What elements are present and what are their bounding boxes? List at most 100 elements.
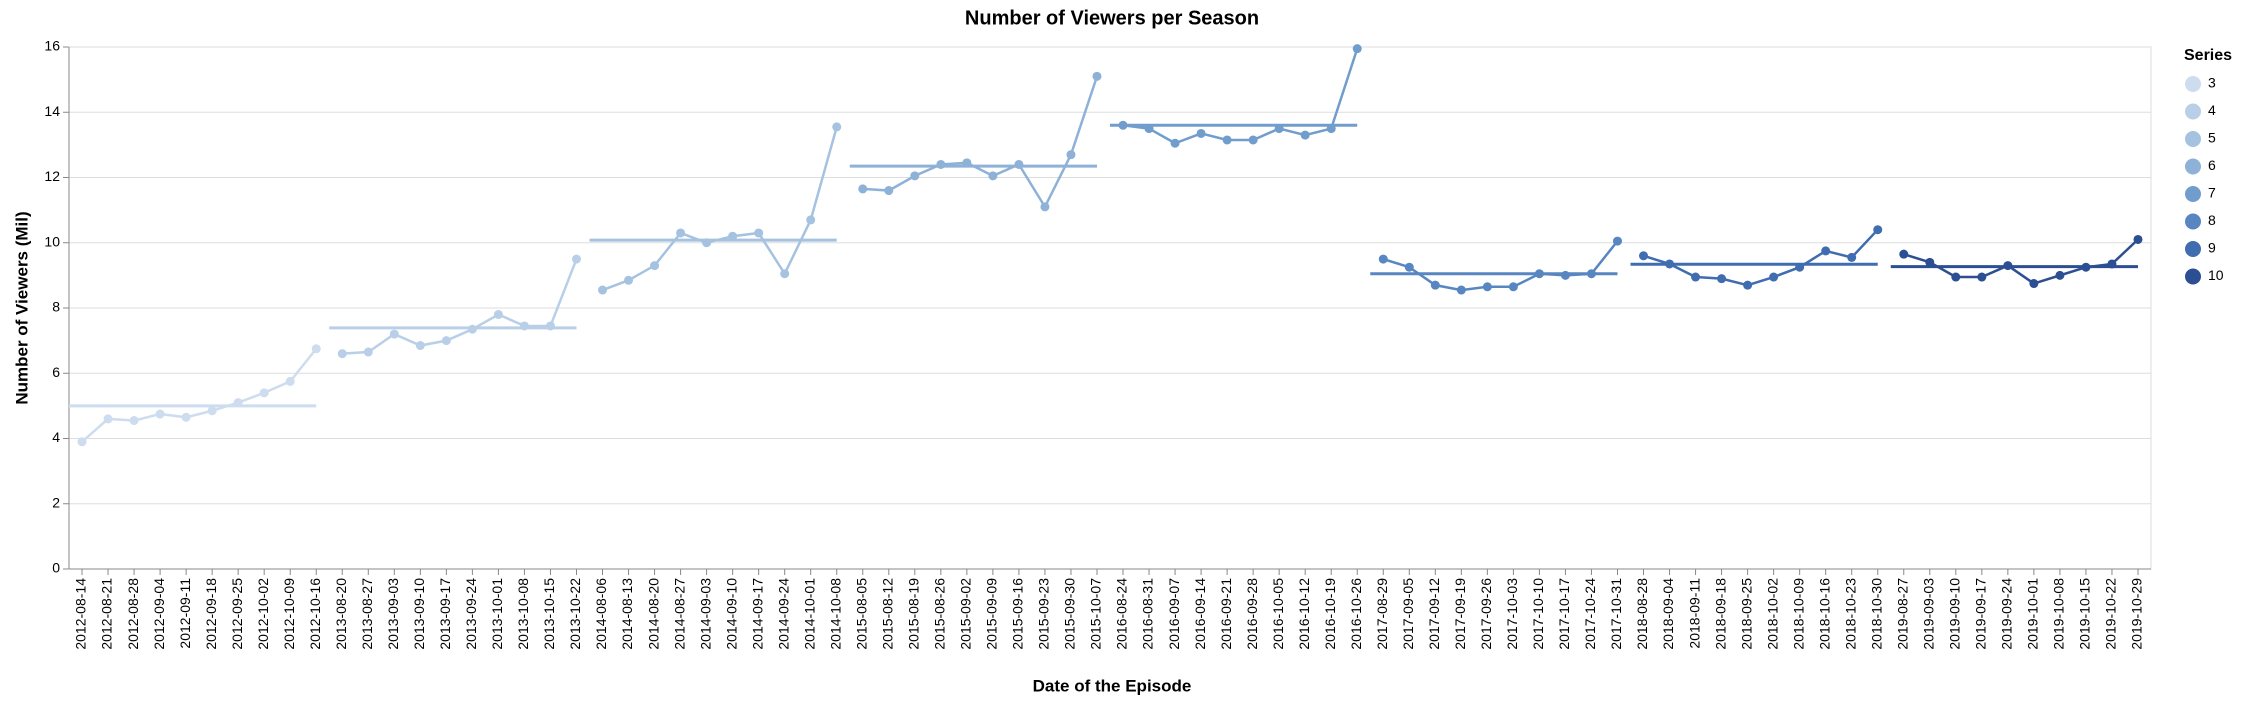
x-tick-label: 2017-10-31 [1608,578,1624,650]
data-point [676,228,686,238]
x-tick-label: 2017-10-03 [1504,578,1520,650]
x-tick-label: 2015-09-09 [984,578,1000,650]
data-point [103,414,113,424]
y-tick-label: 6 [52,364,60,380]
data-point [2107,259,2117,269]
x-tick-label: 2018-09-11 [1686,578,1702,649]
data-point [1821,246,1831,256]
x-tick-label: 2015-08-19 [906,578,922,650]
data-point [259,388,269,398]
x-tick-label: 2017-09-05 [1400,578,1416,650]
data-point [441,336,451,346]
x-tick-label: 2012-08-14 [73,578,89,650]
data-point [1196,128,1206,138]
x-tick-label: 2016-10-19 [1322,578,1338,650]
x-tick-label: 2015-09-30 [1062,578,1078,650]
data-point [650,261,660,271]
legend-swatch [2185,131,2201,147]
data-point [1300,130,1310,140]
x-tick-label: 2012-09-11 [177,578,193,649]
y-tick-label: 12 [44,168,60,184]
data-point [1925,257,1935,267]
x-tick-label: 2018-09-25 [1738,578,1754,650]
data-point [1639,251,1649,261]
data-point [1170,138,1180,148]
legend-label: 5 [2208,130,2216,146]
data-point [1144,124,1154,134]
y-tick-label: 8 [52,299,60,315]
x-tick-label: 2019-08-27 [1894,578,1910,650]
x-tick-label: 2012-08-21 [99,578,115,650]
x-tick-label: 2014-09-17 [749,578,765,650]
x-tick-label: 2017-09-12 [1426,578,1442,650]
x-tick-label: 2015-09-23 [1036,578,1052,650]
legend-label: 6 [2208,157,2216,173]
legend-swatch [2185,213,2201,230]
data-point [207,406,217,416]
y-tick-label: 4 [52,429,60,445]
x-tick-label: 2016-10-12 [1296,578,1312,650]
x-tick-label: 2017-10-24 [1582,578,1598,650]
legend-swatch [2185,241,2201,257]
data-point [285,376,295,386]
series-line [1643,228,1879,287]
data-point [1404,262,1414,272]
data-point [1508,282,1518,292]
data-point [2029,279,2039,289]
x-tick-label: 2015-08-05 [853,578,869,650]
data-point [702,238,712,248]
data-point [1977,272,1987,282]
x-tick-label: 2017-10-10 [1530,578,1546,650]
data-point [337,349,347,359]
x-tick-label: 2012-09-18 [203,578,219,650]
x-tick-label: 2019-10-22 [2103,578,2119,650]
y-tick-label: 16 [44,38,60,54]
series-line [81,348,318,443]
series-line [342,258,578,355]
data-point [858,184,868,194]
data-point [1769,272,1779,282]
x-tick-label: 2017-08-29 [1374,578,1390,650]
x-tick-label: 2018-10-09 [1790,578,1806,650]
y-tick-label: 14 [44,103,60,119]
x-tick-label: 2015-08-26 [932,578,948,650]
x-tick-label: 2016-09-21 [1218,578,1234,650]
series-line [862,75,1099,210]
data-point [1014,159,1024,169]
x-tick-label: 2012-09-04 [151,578,167,650]
x-tick-label: 2019-09-17 [1973,578,1989,650]
series-line [1903,238,2139,285]
y-tick-label: 2 [52,494,60,510]
x-tick-label: 2016-09-14 [1192,578,1208,650]
x-tick-label: 2016-08-24 [1114,578,1130,650]
data-point [780,269,790,279]
data-point [1795,262,1805,272]
data-point [1586,269,1596,279]
data-point [1951,272,1961,282]
legend-title: Series [2184,47,2232,64]
x-tick-label: 2012-08-28 [125,578,141,650]
x-tick-label: 2013-08-20 [333,578,349,650]
data-point [1222,135,1232,145]
data-point [493,310,503,320]
data-point [519,321,529,331]
x-tick-label: 2014-09-24 [775,578,791,650]
x-tick-label: 2019-10-29 [2129,578,2145,650]
data-point [1092,71,1102,81]
legend-swatch [2185,158,2201,175]
legend-label: 9 [2208,240,2216,256]
data-point [77,437,87,447]
x-tick-label: 2014-09-03 [697,578,713,650]
data-point [1873,225,1883,235]
x-tick-label: 2014-08-06 [593,578,609,650]
data-point [467,324,477,334]
x-tick-label: 2016-09-07 [1166,578,1182,650]
x-tick-label: 2018-10-16 [1816,578,1832,650]
x-tick-label: 2013-10-22 [567,578,583,650]
x-tick-label: 2014-08-13 [619,578,635,650]
data-point [1691,272,1701,282]
data-point [884,186,894,196]
x-axis-title: Date of the Episode [1033,676,1192,695]
x-tick-label: 2014-08-27 [671,578,687,650]
data-point [1118,120,1128,130]
